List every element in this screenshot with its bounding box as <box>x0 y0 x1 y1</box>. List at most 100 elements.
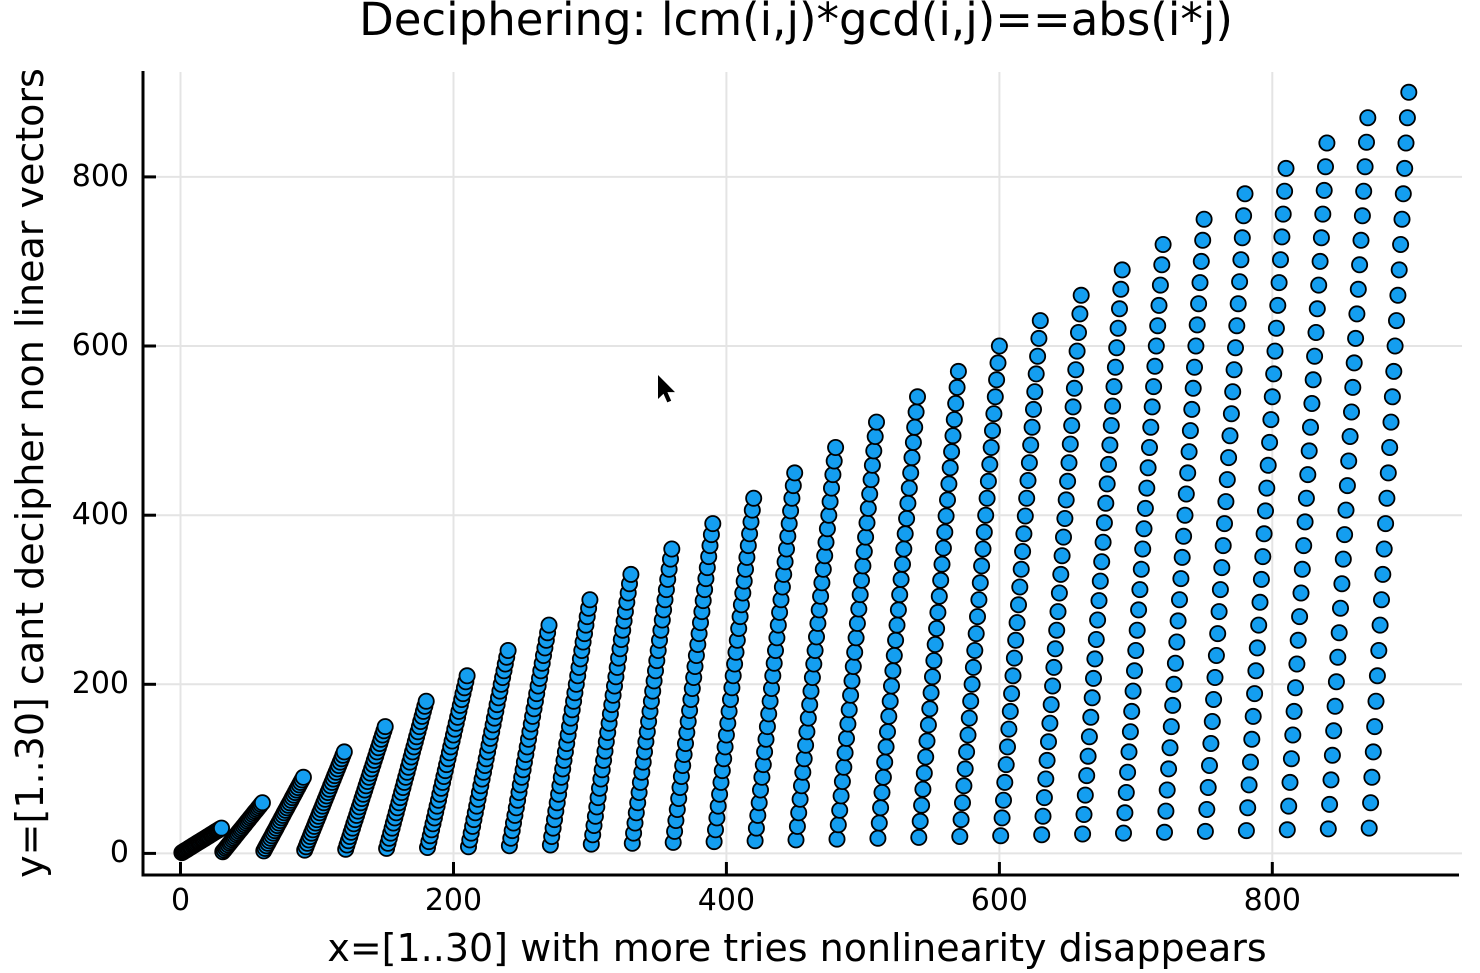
data-point <box>1222 405 1240 423</box>
data-point <box>1141 438 1159 456</box>
data-point <box>947 394 965 412</box>
data-point <box>1228 317 1246 335</box>
data-point <box>896 525 914 543</box>
data-point <box>1330 624 1348 642</box>
data-point <box>1269 296 1287 314</box>
data-point <box>1126 662 1144 680</box>
data-point <box>1242 753 1260 771</box>
data-point <box>1161 739 1179 757</box>
data-point <box>914 780 932 798</box>
data-point <box>704 515 722 533</box>
data-point <box>854 557 872 575</box>
data-point <box>1345 354 1363 372</box>
data-point <box>1240 776 1258 794</box>
data-point <box>458 667 476 685</box>
data-point <box>915 764 933 782</box>
data-point <box>1053 547 1071 565</box>
data-point <box>1299 466 1317 484</box>
data-point <box>990 337 1008 355</box>
data-point <box>1254 548 1272 566</box>
data-point <box>1278 821 1296 839</box>
data-point <box>948 378 966 396</box>
data-point <box>958 743 976 761</box>
data-point <box>1323 746 1341 764</box>
y-tick-label: 400 <box>71 497 129 533</box>
data-point <box>945 411 963 429</box>
data-point <box>1327 673 1345 691</box>
data-point <box>1358 133 1376 151</box>
data-point <box>839 715 857 733</box>
data-point <box>995 791 1013 809</box>
data-point <box>1100 455 1118 473</box>
x-axis-label: x=[1..30] with more tries nonlinearity d… <box>327 926 1267 970</box>
data-point <box>889 601 907 619</box>
data-point <box>933 555 951 573</box>
data-point <box>1251 593 1269 611</box>
data-point <box>952 811 970 829</box>
data-point <box>1393 210 1411 228</box>
data-point <box>1095 514 1113 532</box>
data-point <box>1093 553 1111 571</box>
data-point <box>1184 379 1202 397</box>
data-point <box>1086 650 1104 668</box>
data-point <box>1217 493 1235 511</box>
data-point <box>1396 159 1414 177</box>
data-point <box>1255 525 1273 543</box>
mouse-cursor-icon <box>656 373 677 404</box>
data-point <box>888 616 906 634</box>
data-point <box>900 479 918 497</box>
data-point <box>913 796 931 814</box>
data-point <box>1307 323 1325 341</box>
data-point <box>1317 158 1335 176</box>
data-point <box>1012 560 1030 578</box>
data-point <box>1281 773 1299 791</box>
data-point <box>1052 565 1070 583</box>
data-point <box>1351 256 1369 274</box>
data-point <box>1166 654 1184 672</box>
data-point <box>1130 601 1148 619</box>
data-point <box>1055 528 1073 546</box>
data-point <box>937 507 955 525</box>
data-point <box>1359 109 1377 127</box>
data-point <box>1034 807 1052 825</box>
data-point <box>1258 479 1276 497</box>
data-point <box>944 427 962 445</box>
data-point <box>1187 337 1205 355</box>
data-point <box>851 586 869 604</box>
data-point <box>1202 735 1220 753</box>
data-point <box>1370 642 1388 660</box>
data-point <box>1063 416 1081 434</box>
data-point <box>1057 491 1075 509</box>
data-point <box>827 438 845 456</box>
data-point <box>1154 235 1172 253</box>
data-point <box>1112 280 1130 298</box>
data-point <box>1267 319 1285 337</box>
data-point <box>1302 418 1320 436</box>
data-point <box>1019 471 1037 489</box>
data-point <box>1060 454 1078 472</box>
data-point <box>877 738 895 756</box>
data-point <box>1213 559 1231 577</box>
data-point <box>883 677 901 695</box>
data-point <box>1347 329 1365 347</box>
data-point <box>1276 182 1294 200</box>
data-point <box>1336 526 1354 544</box>
data-point <box>1087 631 1105 649</box>
data-point <box>992 827 1010 845</box>
data-point <box>1319 820 1337 838</box>
data-point <box>1023 418 1041 436</box>
data-point <box>1157 802 1175 820</box>
data-point <box>1385 362 1403 380</box>
data-point <box>1164 696 1182 714</box>
data-point <box>1236 185 1254 203</box>
data-point <box>1070 323 1088 341</box>
data-point <box>1374 565 1392 583</box>
data-point <box>838 729 856 747</box>
data-point <box>1343 403 1361 421</box>
data-point <box>926 636 944 654</box>
data-point <box>1337 501 1355 519</box>
data-point <box>1071 305 1089 323</box>
data-point <box>1272 251 1290 269</box>
data-point <box>1262 411 1280 429</box>
data-point <box>858 514 876 532</box>
